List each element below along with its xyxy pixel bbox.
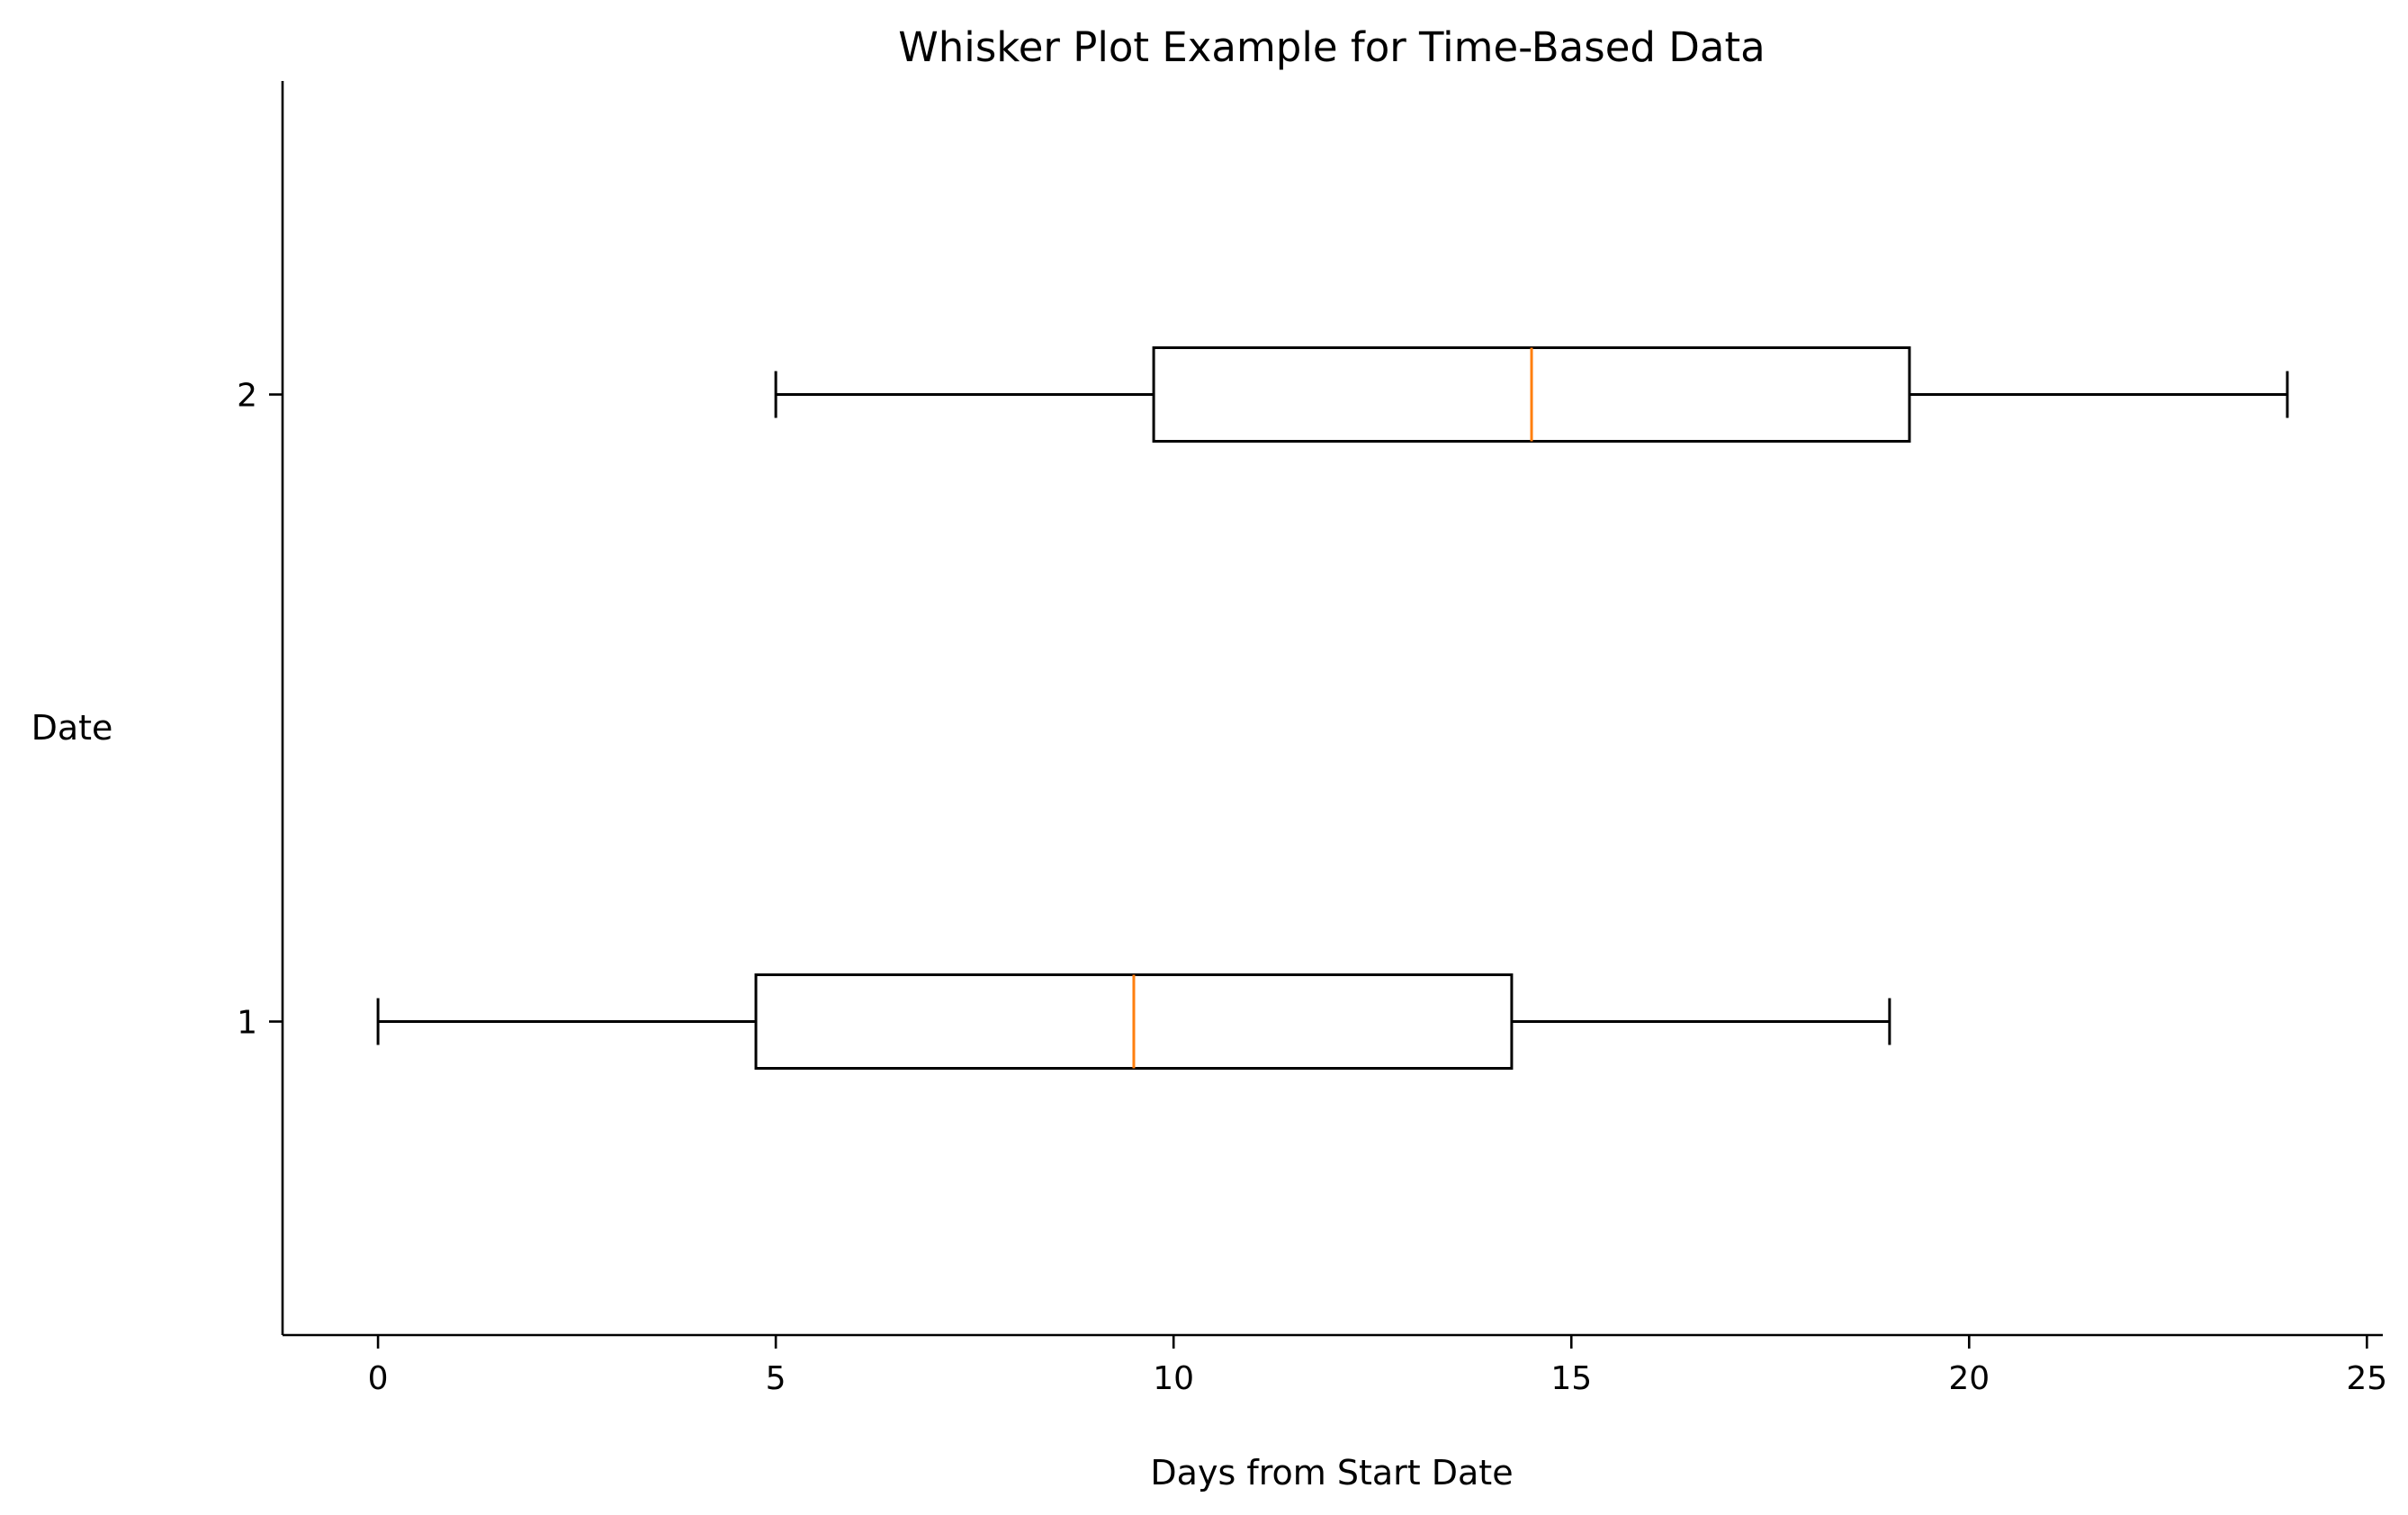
y-tick-label: 2: [237, 378, 257, 415]
x-tick-label: 15: [1550, 1360, 1592, 1397]
chart-title: Whisker Plot Example for Time-Based Data: [898, 23, 1765, 71]
box-2: [774, 346, 2289, 443]
boxes-group: [376, 346, 2289, 1070]
x-tick-label: 5: [766, 1360, 786, 1397]
x-axis-label: Days from Start Date: [1150, 1453, 1513, 1493]
y-tick-label: 1: [237, 1005, 257, 1042]
x-tick-label: 0: [368, 1360, 389, 1397]
x-tick-label: 25: [2346, 1360, 2387, 1397]
y-axis-label: Date: [31, 708, 113, 748]
box-1: [376, 973, 1891, 1070]
x-tick-label: 20: [1948, 1360, 1990, 1397]
x-tick-label: 10: [1153, 1360, 1194, 1397]
axes: 0 5 10 15 20 25 1 2: [237, 81, 2387, 1397]
